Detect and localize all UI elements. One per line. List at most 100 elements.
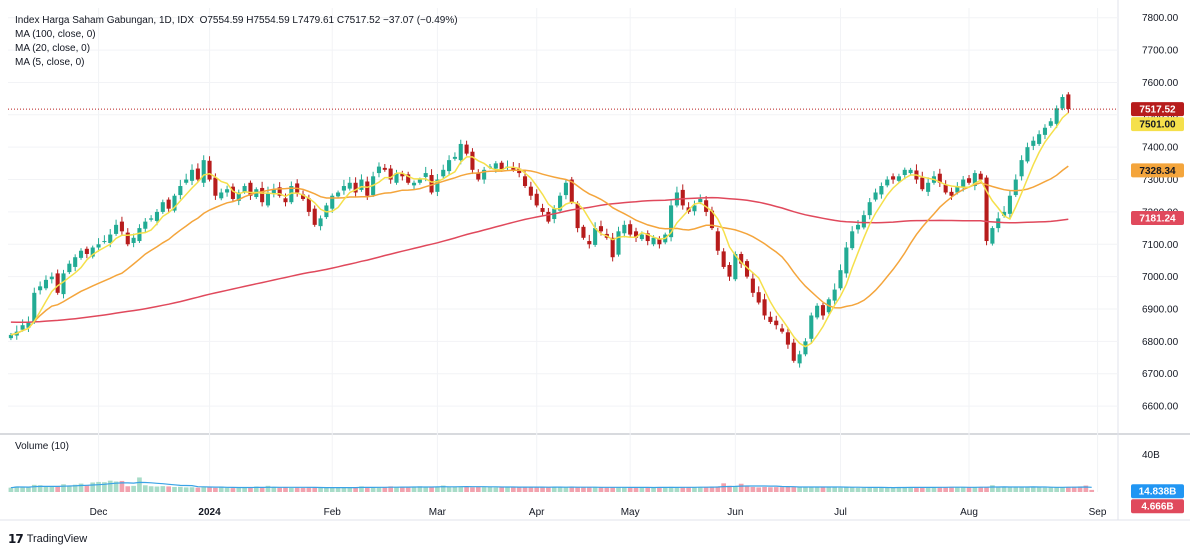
candle-body [785, 332, 790, 345]
candle [411, 180, 417, 190]
candle [271, 183, 276, 198]
volume-bar [1054, 487, 1059, 492]
candle [692, 200, 697, 216]
volume-bar [213, 487, 218, 492]
ma100-legend[interactable]: MA (100, close, 0) [15, 29, 96, 40]
candle [382, 164, 387, 172]
candle [744, 259, 750, 279]
candle [114, 219, 119, 236]
candle-body [441, 169, 446, 177]
candle [610, 232, 615, 262]
candle-body [376, 166, 382, 174]
candle [26, 316, 31, 332]
volume-bar [861, 487, 867, 492]
candle-body [195, 168, 200, 180]
candle-body [961, 179, 966, 188]
price-tag: 7501.00 [1131, 117, 1184, 132]
candle [435, 174, 440, 197]
y-tick-label: 6800.00 [1142, 337, 1179, 348]
price-tag-bg [1131, 210, 1184, 225]
volume-bar [919, 487, 925, 492]
ma100-line [10, 196, 1069, 323]
candle [540, 203, 545, 217]
candle-body [260, 187, 265, 203]
candle [458, 139, 463, 165]
y-tick-label: 6600.00 [1142, 402, 1179, 413]
candle-body [1013, 179, 1018, 196]
volume-bar [505, 486, 510, 492]
tradingview-footer[interactable]: 𝟭𝟳 TradingView [8, 532, 87, 546]
x-tick-label: Feb [324, 507, 342, 518]
volume-bar [499, 487, 504, 492]
candle-body [809, 315, 814, 339]
volume-bar [201, 487, 207, 492]
ma5-legend[interactable]: MA (5, close, 0) [15, 57, 85, 68]
candle-body [26, 321, 31, 328]
volume-bar [113, 481, 119, 492]
candle-body [464, 144, 469, 154]
candle-body [984, 177, 989, 242]
candle-body [172, 195, 177, 211]
volume-bar [458, 486, 464, 492]
candle-body [184, 179, 189, 183]
volume-bar [475, 486, 481, 492]
volume-bar [779, 487, 785, 492]
volume-bar [715, 486, 721, 492]
volume-bar [756, 487, 762, 492]
candle [236, 189, 241, 206]
candle-body [622, 224, 627, 234]
candle-body [230, 186, 235, 199]
volume-bar [838, 487, 843, 492]
candle [55, 269, 60, 295]
volume-bar [814, 486, 820, 492]
candle-body [750, 278, 755, 293]
candle [38, 281, 43, 295]
candle-body [125, 232, 130, 245]
volume-tag-bg [1131, 499, 1184, 514]
volume-legend[interactable]: Volume (10) [15, 441, 69, 452]
candle [604, 228, 609, 240]
candle [674, 186, 679, 208]
volume-bar [178, 486, 183, 492]
volume-bar [148, 486, 154, 492]
x-tick-label: Sep [1089, 507, 1107, 518]
candle-body [855, 224, 861, 230]
volume-bar [867, 487, 873, 492]
volume-bar [78, 483, 84, 492]
candle-body [522, 176, 528, 187]
candle [1060, 94, 1065, 111]
candle-body [669, 205, 674, 238]
candle [230, 183, 235, 201]
symbol-title[interactable]: Index Harga Saham Gabungan, 1D, IDX [15, 15, 194, 26]
volume-bar [96, 481, 101, 492]
volume-bar [762, 486, 767, 492]
volume-bar [522, 486, 528, 492]
ma5-line [10, 112, 1069, 348]
candle-body [879, 186, 884, 195]
candle [966, 175, 972, 185]
volume-bar [937, 486, 943, 492]
candle [1025, 142, 1030, 164]
volume-bar [557, 487, 563, 492]
ma20-legend[interactable]: MA (20, close, 0) [15, 43, 91, 54]
volume-tag: 4.666B [1131, 499, 1184, 514]
candle-body [832, 289, 837, 301]
candle-body [966, 178, 972, 183]
candle-body [499, 162, 504, 170]
candle [482, 166, 487, 184]
candle-body [762, 299, 767, 316]
candle-body [32, 292, 37, 322]
candle-body [114, 224, 119, 234]
candle-body [131, 237, 136, 243]
volume-bar [960, 486, 966, 492]
candle [873, 188, 878, 202]
volume-tag-bg [1131, 484, 1184, 499]
candle [160, 199, 165, 214]
candle-body [423, 173, 428, 177]
price-tag: 7181.24 [1131, 210, 1184, 225]
candle [1048, 118, 1053, 128]
candle-body [73, 257, 78, 267]
candle [441, 164, 446, 179]
volume-bar [446, 487, 452, 492]
